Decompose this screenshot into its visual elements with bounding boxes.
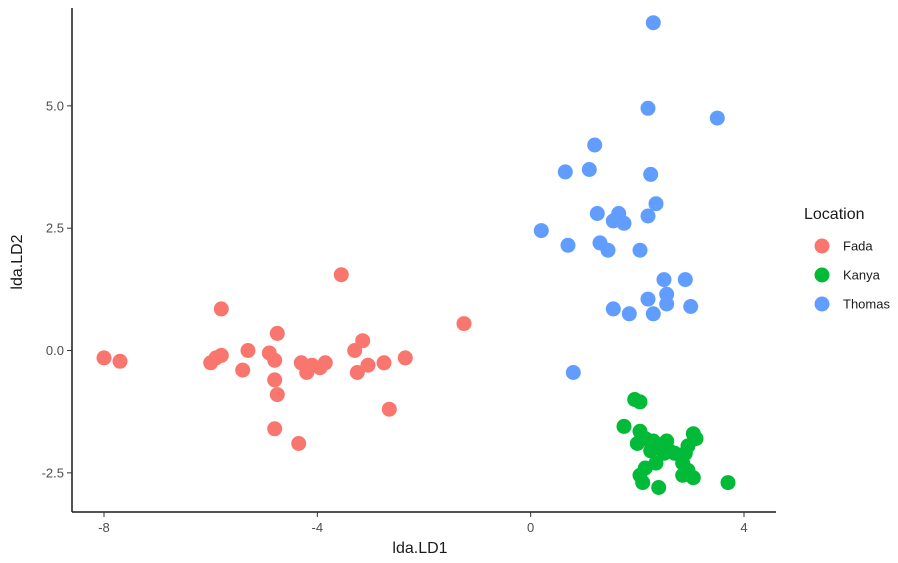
point-fada <box>376 355 392 371</box>
point-fada <box>240 343 256 358</box>
legend-label-thomas: Thomas <box>843 297 890 312</box>
point-thomas <box>616 215 632 231</box>
x-tick-label: -4 <box>312 520 324 535</box>
y-axis-title: lda.LD2 <box>9 234 26 289</box>
point-fada <box>269 387 285 403</box>
legend: Location Fada Kanya Thomas <box>804 206 890 312</box>
point-thomas <box>589 206 605 221</box>
point-thomas <box>533 223 549 239</box>
point-thomas <box>656 272 672 288</box>
point-thomas <box>677 272 693 288</box>
point-fada <box>381 401 397 417</box>
point-thomas <box>605 301 621 317</box>
point-thomas <box>709 110 725 126</box>
point-kanya <box>685 470 701 486</box>
point-kanya <box>629 436 645 451</box>
point-fada <box>397 350 413 366</box>
point-thomas <box>643 166 659 182</box>
data-points-layer <box>96 15 736 495</box>
point-fada <box>355 333 371 349</box>
point-thomas <box>621 306 637 322</box>
point-kanya <box>632 394 648 410</box>
point-fada <box>235 362 251 378</box>
point-fada <box>269 325 285 341</box>
point-thomas <box>565 365 581 380</box>
point-fada <box>456 316 472 332</box>
point-thomas <box>632 242 648 258</box>
point-fada <box>112 353 128 369</box>
point-kanya <box>643 443 659 459</box>
legend-key-kanya <box>814 267 830 283</box>
point-thomas <box>640 100 656 116</box>
point-fada <box>96 350 112 366</box>
legend-title: Location <box>804 206 865 223</box>
point-thomas <box>683 299 699 314</box>
point-thomas <box>557 164 573 180</box>
axis-ticks: -8 -4 0 4 -2.5 0.0 2.5 5.0 <box>42 98 748 535</box>
y-tick-label: -2.5 <box>42 465 64 480</box>
point-kanya <box>651 480 667 495</box>
legend-label-kanya: Kanya <box>843 268 881 283</box>
point-fada <box>333 267 349 283</box>
point-thomas <box>640 208 656 224</box>
legend-key-fada <box>814 238 830 254</box>
point-fada <box>213 301 229 317</box>
x-tick-label: -8 <box>98 520 110 535</box>
point-fada <box>267 372 283 388</box>
point-kanya <box>616 418 632 434</box>
point-fada <box>267 421 283 437</box>
x-tick-label: 4 <box>740 520 747 535</box>
point-fada <box>291 436 307 451</box>
legend-label-fada: Fada <box>843 239 873 254</box>
point-thomas <box>581 162 597 177</box>
legend-items: Fada Kanya Thomas <box>814 238 890 312</box>
point-kanya <box>667 445 683 461</box>
point-thomas <box>659 296 675 312</box>
point-kanya <box>635 475 651 491</box>
point-thomas <box>587 137 603 153</box>
y-tick-label: 2.5 <box>46 221 64 236</box>
point-thomas <box>645 15 661 31</box>
point-fada <box>349 365 365 380</box>
point-fada <box>317 355 333 371</box>
point-fada <box>213 347 229 363</box>
y-tick-label: 5.0 <box>46 98 64 113</box>
point-thomas <box>600 242 616 258</box>
point-kanya <box>688 431 704 447</box>
point-thomas <box>648 196 664 212</box>
point-fada <box>267 352 283 368</box>
point-kanya <box>720 475 736 491</box>
y-tick-label: 0.0 <box>46 343 64 358</box>
point-thomas <box>560 237 576 253</box>
point-thomas <box>645 306 661 322</box>
point-fada <box>360 357 376 373</box>
x-axis-title: lda.LD1 <box>392 540 447 557</box>
point-thomas <box>640 291 656 307</box>
x-tick-label: 0 <box>527 520 534 535</box>
legend-key-thomas <box>814 296 830 312</box>
